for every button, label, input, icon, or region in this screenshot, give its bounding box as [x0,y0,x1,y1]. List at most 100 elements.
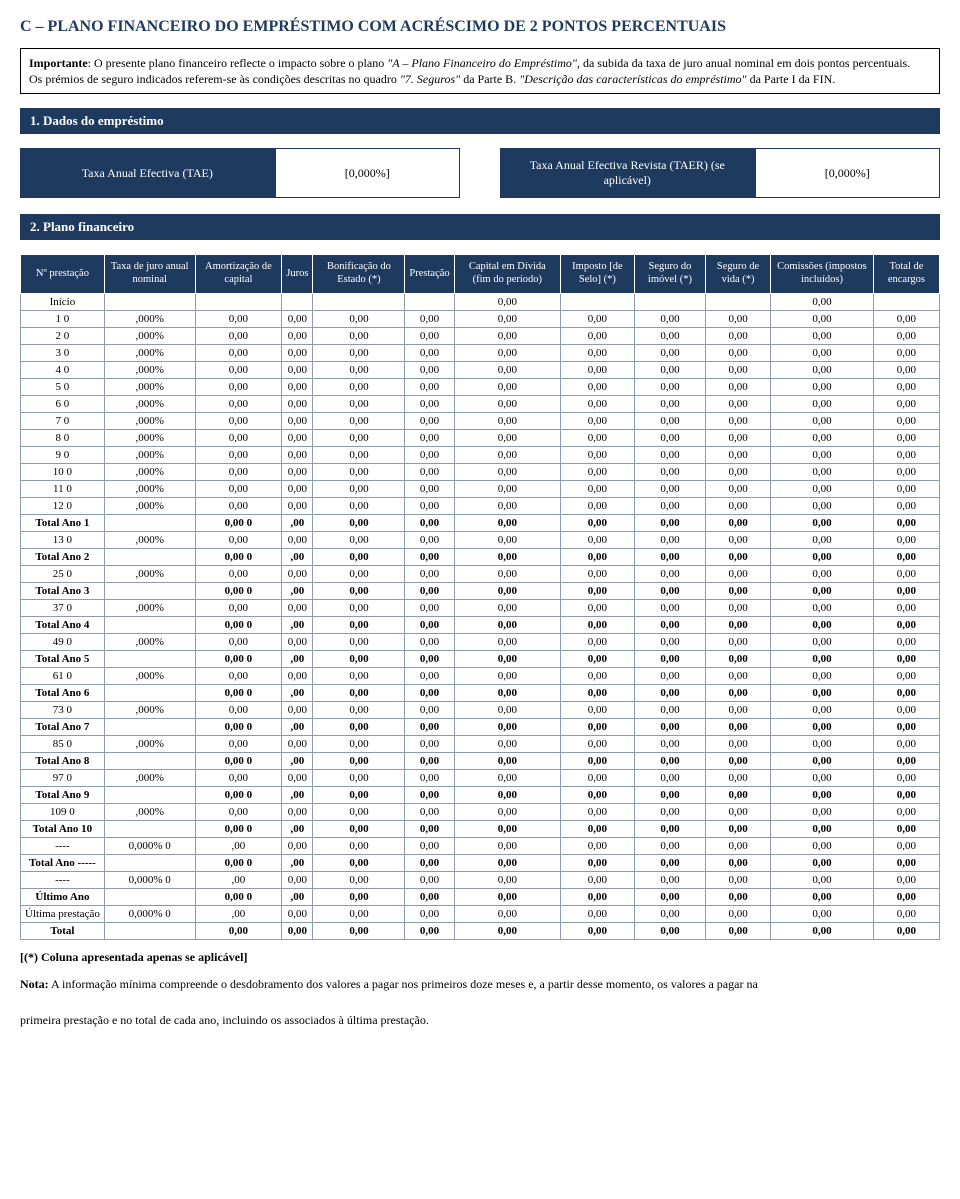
row-cell: 0,00 0 [195,752,282,769]
row-cell: 0,00 [634,650,705,667]
row-label: Total Ano 2 [21,548,105,565]
row-label: Total Ano 10 [21,820,105,837]
row-cell: 0,00 [282,701,313,718]
table-header-5: Prestação [405,255,454,293]
row-cell: 0,00 [195,565,282,582]
row-taxa: ,000% [104,667,195,684]
row-cell [313,293,405,310]
row-cell: 0,00 [873,684,939,701]
row-cell: ,00 [282,514,313,531]
row-cell: 0,00 [561,888,635,905]
row-cell: 0,00 [282,837,313,854]
row-cell: 0,00 [313,344,405,361]
row-cell: 0,00 [873,378,939,395]
row-cell: 0,00 [771,310,874,327]
table-row: 10 0,000%0,000,000,000,000,000,000,000,0… [21,463,940,480]
important-text-a: : O presente plano financeiro reflecte o… [88,56,388,70]
row-label: Última prestação [21,905,105,922]
row-cell: 0,00 [454,701,560,718]
row-label: Total Ano 9 [21,786,105,803]
important-p2a: Os prémios de seguro indicados referem-s… [29,72,400,86]
row-cell: 0,00 [313,769,405,786]
row-cell: 0,00 [313,599,405,616]
row-label: 8 0 [21,429,105,446]
row-cell: 0,00 [282,905,313,922]
row-cell: 0,00 [313,395,405,412]
row-cell: 0,00 [561,497,635,514]
table-header-11: Total de encargos [873,255,939,293]
row-cell: ,00 [282,888,313,905]
table-row: 7 0,000%0,000,000,000,000,000,000,000,00… [21,412,940,429]
row-cell: ,00 [282,820,313,837]
row-cell: 0,00 [313,650,405,667]
row-cell: 0,00 [405,531,454,548]
row-cell [561,293,635,310]
row-cell: 0,00 [405,718,454,735]
table-header-3: Juros [282,255,313,293]
nota-body1: A informação mínima compreende o desdobr… [49,977,758,991]
table-row: 13 0,000%0,000,000,000,000,000,000,000,0… [21,531,940,548]
row-cell: 0,00 [561,701,635,718]
row-cell: 0,00 [771,344,874,361]
row-cell: 0,00 [313,633,405,650]
row-cell: 0,00 [405,786,454,803]
row-taxa: ,000% [104,378,195,395]
row-cell: 0,00 [771,633,874,650]
row-label: 73 0 [21,701,105,718]
row-cell: 0,00 [454,922,560,939]
row-cell: ,00 [282,548,313,565]
table-row: 5 0,000%0,000,000,000,000,000,000,000,00… [21,378,940,395]
row-cell: 0,00 [405,412,454,429]
row-cell: 0,00 [561,344,635,361]
row-label: Último Ano [21,888,105,905]
row-label: 61 0 [21,667,105,684]
row-cell: 0,00 [634,871,705,888]
table-row: 25 0,000%0,000,000,000,000,000,000,000,0… [21,565,940,582]
row-label: 3 0 [21,344,105,361]
row-cell: ,00 [282,582,313,599]
row-cell: 0,00 [634,327,705,344]
row-cell: 0,00 [561,327,635,344]
row-cell: ,00 [195,871,282,888]
row-cell: ,00 [282,684,313,701]
row-cell: 0,00 [454,480,560,497]
row-cell: 0,00 [454,361,560,378]
row-cell: 0,00 [454,871,560,888]
table-row: Total Ano 100,00 0 ,000,000,000,000,000,… [21,820,940,837]
row-cell: 0,00 [561,837,635,854]
row-cell: 0,00 [313,718,405,735]
table-row: Última prestação0,000% 0 ,000,000,000,00… [21,905,940,922]
row-cell: 0,00 [706,480,771,497]
table-header-1: Taxa de juro anual nominal [104,255,195,293]
important-p2-em1: "7. Seguros" [400,72,460,86]
row-cell: 0,00 [405,497,454,514]
row-cell: 0,00 [405,599,454,616]
row-cell: ,00 [282,616,313,633]
row-cell: 0,00 [634,599,705,616]
row-cell: 0,00 [771,395,874,412]
row-cell: 0,00 0 [195,854,282,871]
row-cell: 0,00 [706,395,771,412]
row-cell: 0,00 [313,378,405,395]
row-label: ---- [21,871,105,888]
row-cell: 0,00 [771,582,874,599]
row-cell: 0,00 [454,786,560,803]
row-cell: 0,00 [706,327,771,344]
row-cell: 0,00 [771,735,874,752]
row-cell: 0,00 [771,514,874,531]
row-cell: 0,00 [706,463,771,480]
row-cell: 0,00 [771,752,874,769]
row-cell: 0,00 [454,548,560,565]
row-cell [706,293,771,310]
row-cell: 0,00 [634,548,705,565]
row-cell: 0,00 [771,480,874,497]
table-row: 85 0,000%0,000,000,000,000,000,000,000,0… [21,735,940,752]
row-cell: 0,00 [195,446,282,463]
row-cell: 0,00 [634,752,705,769]
row-cell: 0,00 [454,837,560,854]
row-label: Total Ano 7 [21,718,105,735]
row-taxa [104,820,195,837]
row-cell: 0,00 [634,429,705,446]
row-cell: 0,00 0 [195,548,282,565]
row-cell: 0,00 [405,667,454,684]
